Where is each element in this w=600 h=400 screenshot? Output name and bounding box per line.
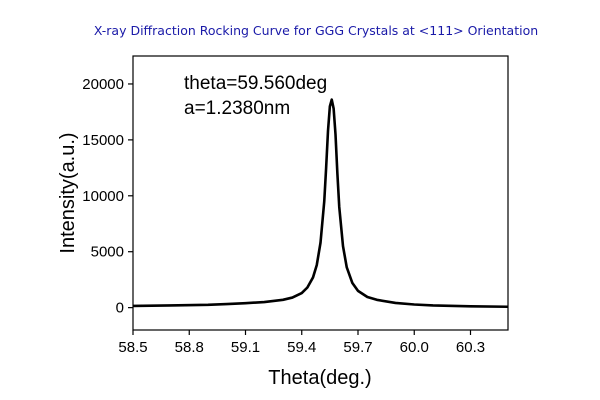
annotation-lattice: a=1.2380nm xyxy=(184,98,290,119)
x-tick-label: 59.1 xyxy=(231,339,260,356)
y-tick-label: 10000 xyxy=(82,188,124,205)
annotation-theta: theta=59.560deg xyxy=(184,73,327,94)
x-tick-label: 58.8 xyxy=(175,339,204,356)
x-tick-label: 60.3 xyxy=(456,339,485,356)
x-tick-label: 59.4 xyxy=(287,339,316,356)
y-tick-label: 5000 xyxy=(91,244,124,261)
chart-title: X-ray Diffraction Rocking Curve for GGG … xyxy=(94,23,538,38)
y-tick-label: 20000 xyxy=(82,76,124,93)
series-line-intensity xyxy=(132,98,509,309)
y-axis: 0 5000 10000 15000 20000 xyxy=(82,76,133,317)
x-tick-label: 58.5 xyxy=(118,339,147,356)
y-axis-label: Intensity(a.u.) xyxy=(57,132,79,253)
x-axis: 58.5 58.8 59.1 59.4 59.7 60.0 60.3 xyxy=(118,330,485,356)
x-axis-label: Theta(deg.) xyxy=(268,367,371,389)
y-tick-label: 0 xyxy=(116,300,124,317)
y-tick-label: 15000 xyxy=(82,132,124,149)
x-tick-label: 59.7 xyxy=(343,339,372,356)
x-tick-label: 60.0 xyxy=(400,339,429,356)
plot-frame xyxy=(132,55,509,331)
